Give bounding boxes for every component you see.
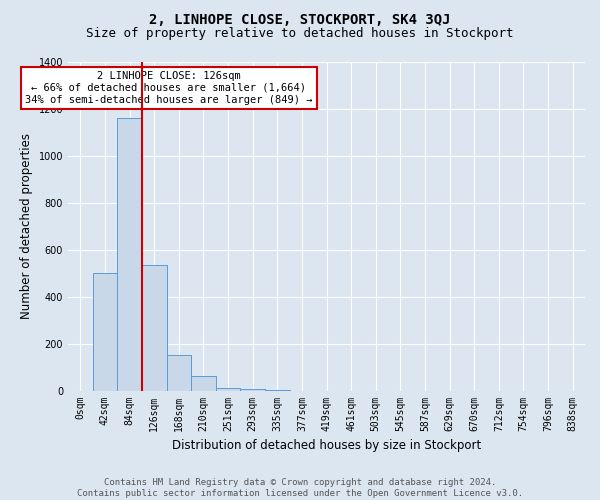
- Text: Contains HM Land Registry data © Crown copyright and database right 2024.
Contai: Contains HM Land Registry data © Crown c…: [77, 478, 523, 498]
- Text: Size of property relative to detached houses in Stockport: Size of property relative to detached ho…: [86, 28, 514, 40]
- Bar: [216, 388, 241, 391]
- Bar: [167, 354, 191, 391]
- Bar: [142, 265, 167, 391]
- Y-axis label: Number of detached properties: Number of detached properties: [20, 134, 33, 320]
- Text: 2 LINHOPE CLOSE: 126sqm
← 66% of detached houses are smaller (1,664)
34% of semi: 2 LINHOPE CLOSE: 126sqm ← 66% of detache…: [25, 72, 313, 104]
- Bar: [92, 274, 118, 391]
- X-axis label: Distribution of detached houses by size in Stockport: Distribution of detached houses by size …: [172, 440, 481, 452]
- Text: 2, LINHOPE CLOSE, STOCKPORT, SK4 3QJ: 2, LINHOPE CLOSE, STOCKPORT, SK4 3QJ: [149, 12, 451, 26]
- Bar: [191, 376, 216, 391]
- Bar: [241, 389, 265, 391]
- Bar: [265, 390, 290, 391]
- Bar: [118, 118, 142, 391]
